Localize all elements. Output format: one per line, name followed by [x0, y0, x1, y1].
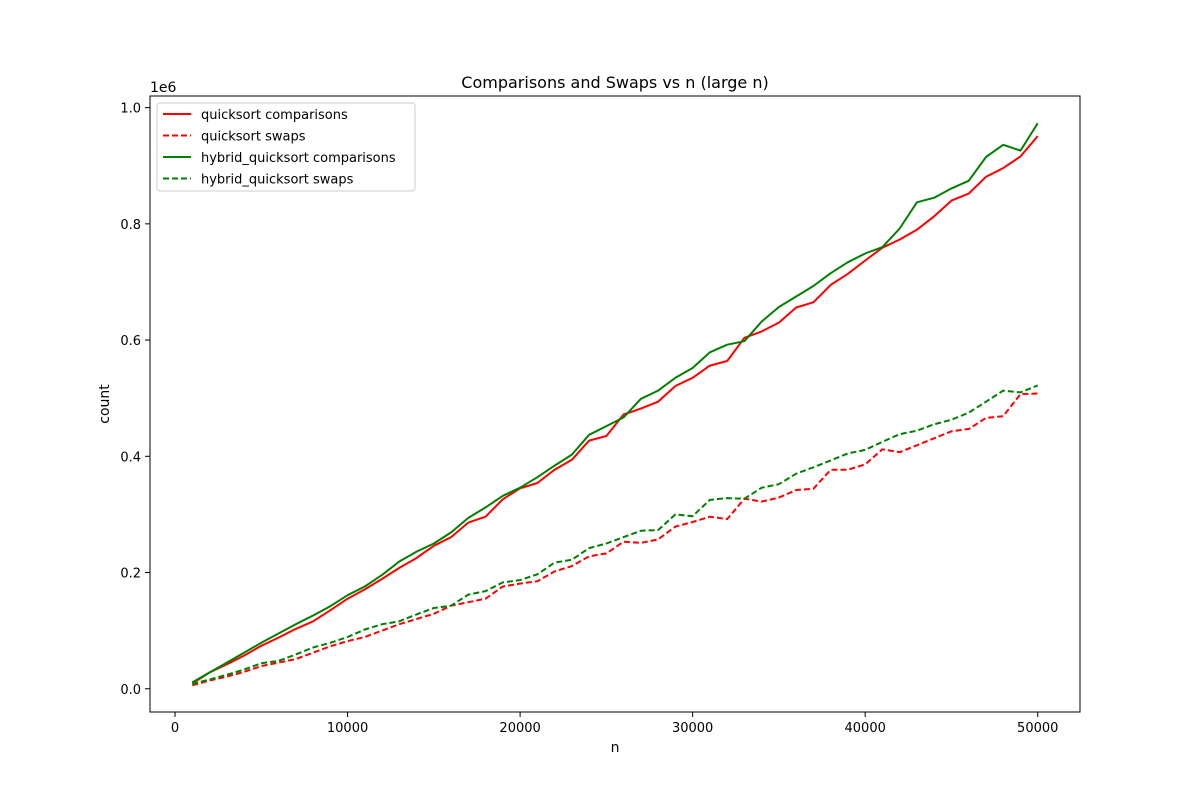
series-line-quicksort-swaps — [192, 392, 1038, 687]
x-tick-label: 50000 — [1017, 721, 1058, 736]
y-tick-label: 1.0 — [120, 102, 141, 117]
legend-label: quicksort comparisons — [201, 108, 348, 123]
series-layer — [191, 122, 1039, 687]
series-line-hybrid-quicksort-swaps — [192, 384, 1039, 686]
legend-label: hybrid_quicksort comparisons — [201, 151, 396, 166]
x-tick-label: 0 — [171, 721, 179, 736]
y-tick-label: 0.4 — [120, 450, 141, 465]
y-axis-offset-label: 1e6 — [150, 80, 177, 96]
legend-label: quicksort swaps — [201, 130, 306, 145]
y-axis-ticks: 0.0 0.2 0.4 0.6 0.8 1.0 — [120, 102, 150, 698]
x-axis-label: n — [611, 740, 620, 756]
x-tick-label: 40000 — [845, 721, 886, 736]
series-line-hybrid-quicksort-comparisons — [191, 122, 1039, 684]
x-axis-ticks: 0 10000 20000 30000 40000 50000 — [171, 712, 1058, 736]
y-tick-label: 0.6 — [120, 334, 141, 349]
x-tick-label: 30000 — [672, 721, 713, 736]
legend-box — [156, 102, 416, 192]
series-line-quicksort-comparisons — [191, 135, 1039, 685]
legend: quicksort comparisons quicksort swaps hybr… — [156, 102, 416, 192]
legend-label: hybrid_quicksort swaps — [201, 173, 354, 188]
plot-area-frame — [149, 95, 1081, 713]
chart-title: Comparisons and Swaps vs n (large n) — [461, 73, 768, 92]
x-tick-label: 20000 — [499, 721, 540, 736]
y-tick-label: 0.0 — [120, 683, 141, 698]
y-axis-label: count — [97, 384, 113, 424]
y-tick-label: 0.8 — [120, 218, 141, 233]
y-tick-label: 0.2 — [120, 567, 141, 582]
x-tick-label: 10000 — [327, 721, 368, 736]
